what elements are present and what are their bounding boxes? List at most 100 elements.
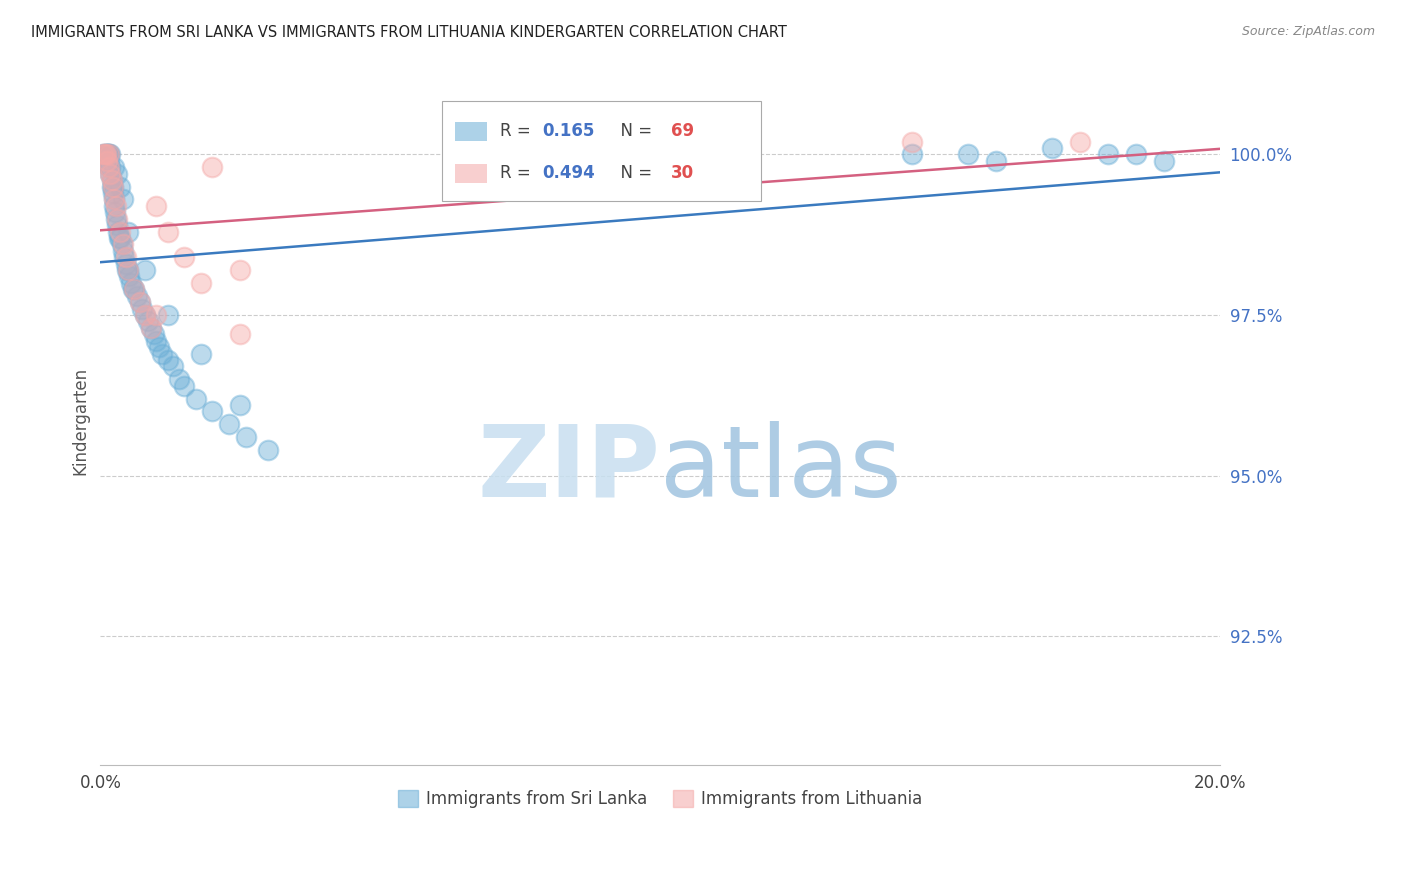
Point	[91, 147, 114, 161]
Point	[173, 250, 195, 264]
Y-axis label: Kindergarten: Kindergarten	[72, 367, 89, 475]
Point	[1097, 147, 1119, 161]
Point	[190, 276, 212, 290]
Point	[142, 327, 165, 342]
Point	[115, 263, 138, 277]
Point	[156, 225, 179, 239]
Point	[128, 295, 150, 310]
Point	[111, 244, 134, 258]
Point	[103, 199, 125, 213]
Point	[218, 417, 240, 432]
Point	[114, 250, 136, 264]
Point	[98, 161, 121, 175]
Point	[1125, 147, 1147, 161]
Text: R =: R =	[501, 164, 536, 182]
Text: 0.165: 0.165	[543, 122, 595, 140]
Point	[112, 250, 135, 264]
Point	[101, 186, 124, 200]
FancyBboxPatch shape	[456, 121, 486, 141]
Point	[150, 346, 173, 360]
Point	[111, 237, 134, 252]
Point	[105, 211, 128, 226]
Point	[117, 225, 139, 239]
Point	[97, 147, 120, 161]
Point	[167, 372, 190, 386]
Point	[121, 282, 143, 296]
Text: N =: N =	[610, 164, 657, 182]
Text: R =: R =	[501, 122, 536, 140]
Point	[108, 231, 131, 245]
Text: atlas: atlas	[659, 420, 901, 517]
Point	[134, 263, 156, 277]
Point	[122, 282, 145, 296]
Point	[201, 161, 224, 175]
Point	[901, 135, 924, 149]
Point	[97, 161, 120, 175]
Point	[162, 359, 184, 374]
Point	[111, 193, 134, 207]
Point	[100, 173, 122, 187]
Point	[128, 295, 150, 310]
Point	[105, 167, 128, 181]
Point	[1153, 153, 1175, 168]
Point	[100, 147, 122, 161]
Point	[94, 147, 117, 161]
Point	[94, 147, 117, 161]
Point	[94, 147, 117, 161]
Point	[105, 211, 128, 226]
Point	[125, 289, 148, 303]
Point	[96, 153, 118, 168]
Point	[97, 147, 120, 161]
Point	[173, 378, 195, 392]
Point	[114, 257, 136, 271]
Point	[117, 263, 139, 277]
Text: Source: ZipAtlas.com: Source: ZipAtlas.com	[1241, 25, 1375, 38]
Point	[117, 263, 139, 277]
Point	[108, 231, 131, 245]
Legend: Immigrants from Sri Lanka, Immigrants from Lithuania: Immigrants from Sri Lanka, Immigrants fr…	[391, 783, 929, 814]
Point	[235, 430, 257, 444]
Point	[108, 225, 131, 239]
Point	[145, 199, 167, 213]
Point	[108, 179, 131, 194]
Point	[156, 308, 179, 322]
Point	[100, 167, 122, 181]
FancyBboxPatch shape	[441, 102, 761, 201]
Point	[91, 147, 114, 161]
Point	[229, 398, 252, 412]
Point	[103, 193, 125, 207]
FancyBboxPatch shape	[456, 163, 486, 183]
Point	[103, 161, 125, 175]
Point	[201, 404, 224, 418]
Point	[139, 321, 162, 335]
Point	[956, 147, 979, 161]
Point	[136, 314, 159, 328]
Point	[184, 392, 207, 406]
Point	[148, 340, 170, 354]
Text: N =: N =	[610, 122, 657, 140]
Point	[145, 308, 167, 322]
Point	[97, 153, 120, 168]
Point	[1040, 141, 1063, 155]
Text: IMMIGRANTS FROM SRI LANKA VS IMMIGRANTS FROM LITHUANIA KINDERGARTEN CORRELATION : IMMIGRANTS FROM SRI LANKA VS IMMIGRANTS …	[31, 25, 787, 40]
Point	[105, 218, 128, 232]
Point	[100, 167, 122, 181]
Point	[104, 205, 127, 219]
Point	[134, 308, 156, 322]
Point	[901, 147, 924, 161]
Point	[107, 225, 129, 239]
Point	[101, 179, 124, 194]
Point	[120, 276, 142, 290]
Point	[131, 301, 153, 316]
Text: 69: 69	[671, 122, 695, 140]
Point	[96, 147, 118, 161]
Point	[145, 334, 167, 348]
Point	[98, 161, 121, 175]
Point	[118, 269, 141, 284]
Point	[105, 199, 128, 213]
Point	[1069, 135, 1091, 149]
Text: ZIP: ZIP	[477, 420, 659, 517]
Text: 30: 30	[671, 164, 695, 182]
Point	[94, 147, 117, 161]
Point	[97, 147, 120, 161]
